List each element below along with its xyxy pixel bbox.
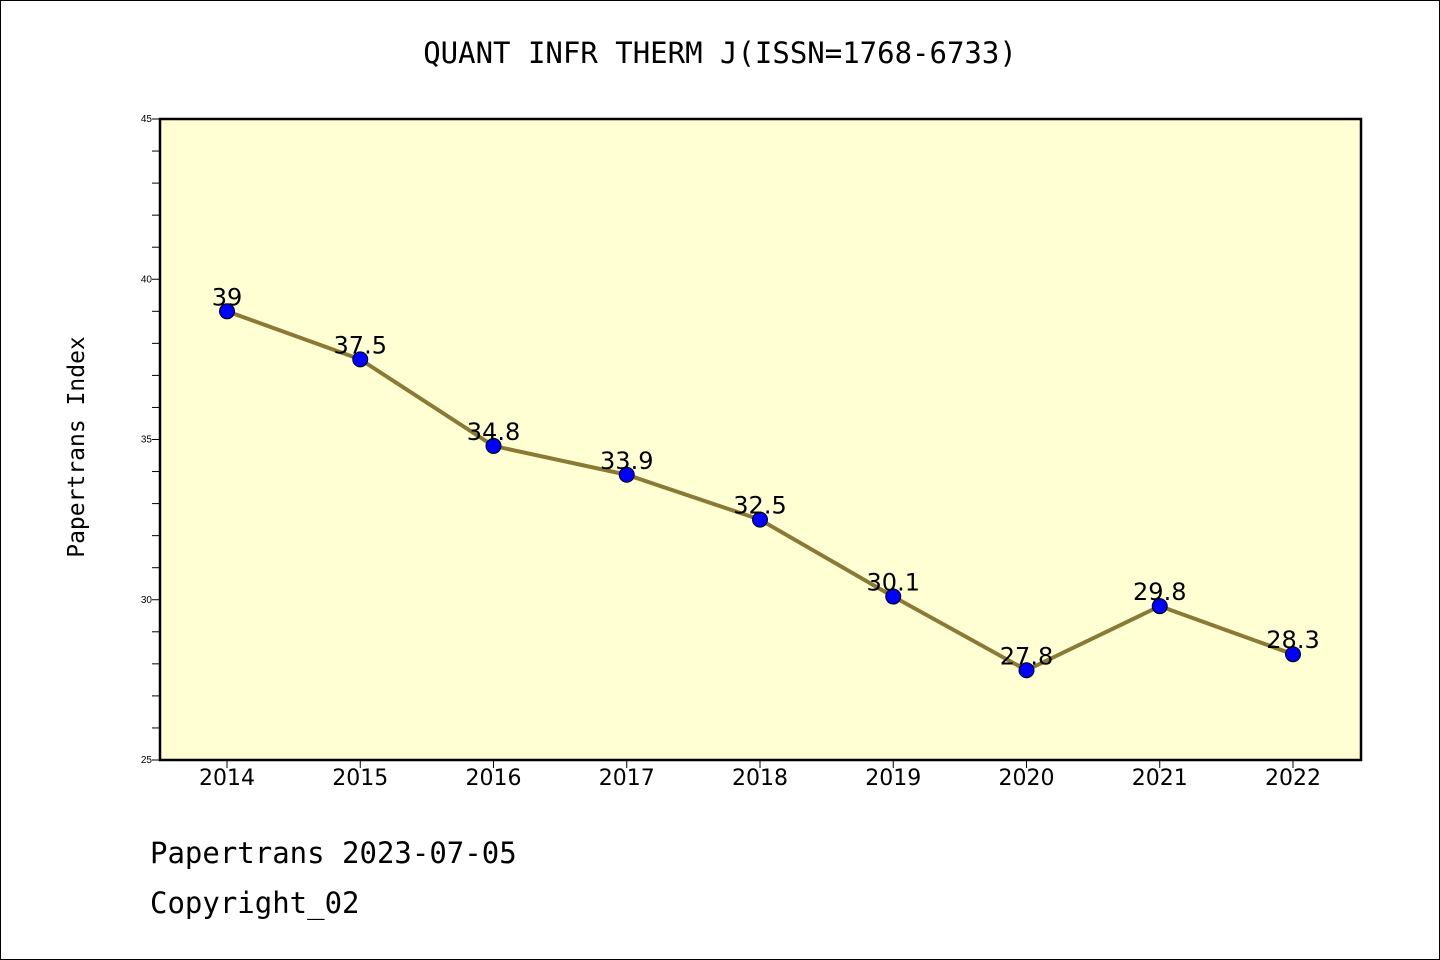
data-point bbox=[219, 303, 235, 320]
data-label: 39 bbox=[212, 283, 243, 311]
y-tick-label: 25 bbox=[141, 755, 153, 766]
x-tick-label: 2016 bbox=[466, 766, 522, 791]
data-label: 37.5 bbox=[334, 331, 387, 359]
y-tick-label: 35 bbox=[141, 435, 153, 446]
data-label: 27.8 bbox=[1000, 642, 1053, 670]
plot-border bbox=[158, 117, 1363, 762]
chart-title: QUANT INFR THERM J(ISSN=1768-6733) bbox=[423, 36, 1017, 70]
x-tick-label: 2022 bbox=[1265, 766, 1321, 791]
data-label: 32.5 bbox=[733, 492, 786, 520]
data-point bbox=[1285, 646, 1301, 663]
data-point bbox=[485, 437, 502, 454]
data-point bbox=[618, 466, 635, 483]
y-tick-label: 30 bbox=[141, 595, 153, 606]
data-point bbox=[352, 351, 369, 368]
x-tick-label: 2014 bbox=[199, 766, 255, 791]
y-tick-label: 40 bbox=[141, 274, 153, 285]
x-tick-label: 2018 bbox=[732, 766, 788, 791]
x-tick-label: 2015 bbox=[332, 766, 388, 791]
x-tick-label: 2021 bbox=[1132, 766, 1188, 791]
y-tick-label: 45 bbox=[141, 114, 153, 125]
footer-date: Papertrans 2023-07-05 bbox=[150, 836, 517, 870]
data-point bbox=[1151, 598, 1168, 615]
data-label: 28.3 bbox=[1266, 626, 1319, 654]
data-point bbox=[885, 588, 902, 605]
data-label: 33.9 bbox=[600, 447, 653, 475]
data-label: 29.8 bbox=[1133, 578, 1186, 606]
x-tick-label: 2020 bbox=[999, 766, 1055, 791]
plot-area bbox=[160, 119, 1361, 760]
x-tick-label: 2017 bbox=[599, 766, 655, 791]
x-tick-label: 2019 bbox=[865, 766, 921, 791]
footer-copyright: Copyright_02 bbox=[150, 886, 360, 920]
data-label: 30.1 bbox=[867, 569, 920, 597]
data-label: 34.8 bbox=[467, 418, 520, 446]
data-point bbox=[752, 511, 768, 528]
data-point bbox=[1018, 662, 1035, 679]
